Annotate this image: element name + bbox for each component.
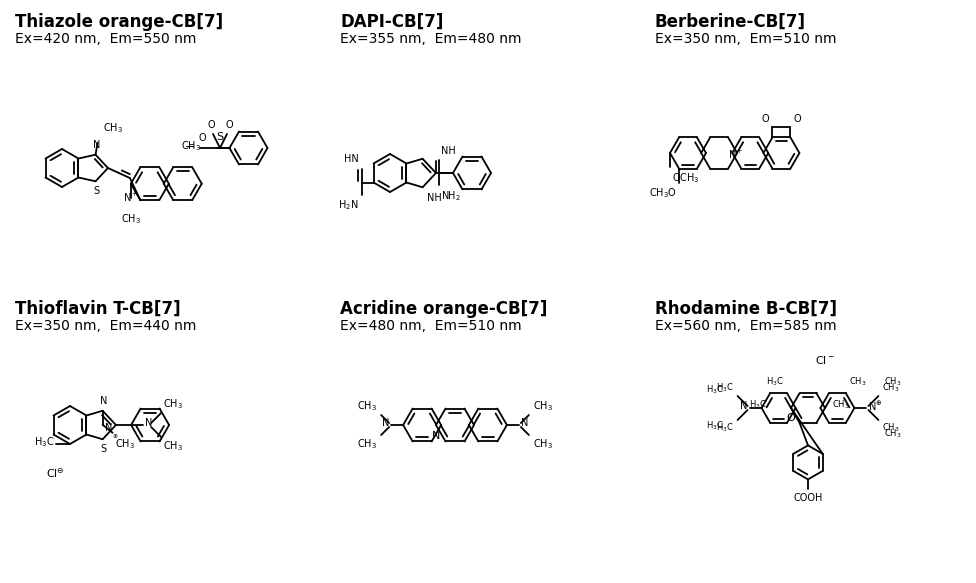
Text: Ex=480 nm,  Em=510 nm: Ex=480 nm, Em=510 nm — [340, 319, 521, 333]
Text: CH$_3$: CH$_3$ — [182, 139, 201, 153]
Text: Ex=355 nm,  Em=480 nm: Ex=355 nm, Em=480 nm — [340, 32, 521, 46]
Text: O: O — [793, 114, 801, 124]
Text: H$_3$C: H$_3$C — [706, 384, 723, 396]
Text: CH$_3$: CH$_3$ — [163, 397, 183, 411]
Text: CH$_3$: CH$_3$ — [533, 399, 552, 413]
Text: N: N — [740, 401, 748, 411]
Text: Rhodamine B-CB[7]: Rhodamine B-CB[7] — [655, 300, 837, 318]
Text: DAPI-CB[7]: DAPI-CB[7] — [340, 13, 443, 31]
Text: N: N — [521, 418, 528, 428]
Text: Ex=350 nm,  Em=440 nm: Ex=350 nm, Em=440 nm — [15, 319, 196, 333]
Text: CH$_3$: CH$_3$ — [882, 381, 900, 394]
Text: CH$_3$: CH$_3$ — [357, 437, 377, 451]
Text: Ex=560 nm,  Em=585 nm: Ex=560 nm, Em=585 nm — [655, 319, 836, 333]
Text: H$_3$C: H$_3$C — [766, 376, 784, 388]
Text: H$_3$C: H$_3$C — [706, 420, 723, 432]
Text: O: O — [762, 114, 769, 124]
Text: Ex=420 nm,  Em=550 nm: Ex=420 nm, Em=550 nm — [15, 32, 196, 46]
Text: N: N — [104, 423, 112, 433]
Text: N: N — [93, 140, 101, 150]
Text: H$_3$C: H$_3$C — [750, 398, 767, 411]
Text: CH$_3$: CH$_3$ — [121, 212, 141, 226]
Text: CH$_3$: CH$_3$ — [357, 399, 377, 413]
Text: S: S — [101, 444, 106, 454]
Text: H$_3$C: H$_3$C — [33, 435, 54, 449]
Text: CH$_3$: CH$_3$ — [849, 376, 867, 388]
Text: N: N — [100, 396, 107, 406]
Text: Cl$^⊖$: Cl$^⊖$ — [46, 466, 64, 480]
Text: NH$_2$: NH$_2$ — [441, 189, 461, 203]
Text: CH$_3$: CH$_3$ — [533, 437, 552, 451]
Text: H$_3$C: H$_3$C — [715, 422, 734, 434]
Text: N: N — [431, 431, 440, 441]
Text: O: O — [207, 120, 215, 130]
Text: H$_3$C: H$_3$C — [715, 381, 734, 394]
Text: N: N — [382, 418, 389, 428]
Text: S: S — [217, 132, 224, 142]
Text: N: N — [145, 418, 152, 428]
Text: N$^+$: N$^+$ — [123, 191, 139, 204]
Text: CH$_3$: CH$_3$ — [114, 437, 135, 451]
Text: Thioflavin T-CB[7]: Thioflavin T-CB[7] — [15, 300, 181, 318]
Text: Berberine-CB[7]: Berberine-CB[7] — [655, 13, 806, 31]
Text: S: S — [94, 187, 100, 196]
Text: COOH: COOH — [793, 493, 823, 503]
Text: Acridine orange-CB[7]: Acridine orange-CB[7] — [340, 300, 548, 318]
Text: NH: NH — [441, 146, 456, 156]
Text: O: O — [198, 133, 206, 143]
Text: Thiazole orange-CB[7]: Thiazole orange-CB[7] — [15, 13, 224, 31]
Text: O: O — [787, 413, 795, 423]
Text: $^⊕$: $^⊕$ — [111, 433, 118, 442]
Text: N$^+$: N$^+$ — [728, 148, 744, 161]
Text: CH$_3$: CH$_3$ — [832, 398, 849, 411]
Text: Cl$^-$: Cl$^-$ — [815, 353, 835, 366]
Text: N$^⊕$: N$^⊕$ — [869, 399, 883, 413]
Text: CH$_3$: CH$_3$ — [884, 428, 902, 440]
Text: CH$_3$: CH$_3$ — [102, 121, 123, 135]
Text: NH: NH — [427, 193, 441, 203]
Text: $-$: $-$ — [184, 139, 195, 153]
Text: O: O — [225, 120, 233, 130]
Text: OCH$_3$: OCH$_3$ — [672, 171, 700, 185]
Text: Ex=350 nm,  Em=510 nm: Ex=350 nm, Em=510 nm — [655, 32, 836, 46]
Text: CH$_3$O: CH$_3$O — [649, 187, 677, 201]
Text: CH$_3$: CH$_3$ — [163, 439, 183, 453]
Text: CH$_3$: CH$_3$ — [882, 422, 900, 434]
Text: HN: HN — [344, 154, 358, 164]
Text: H$_2$N: H$_2$N — [338, 198, 358, 212]
Text: CH$_3$: CH$_3$ — [884, 376, 902, 388]
